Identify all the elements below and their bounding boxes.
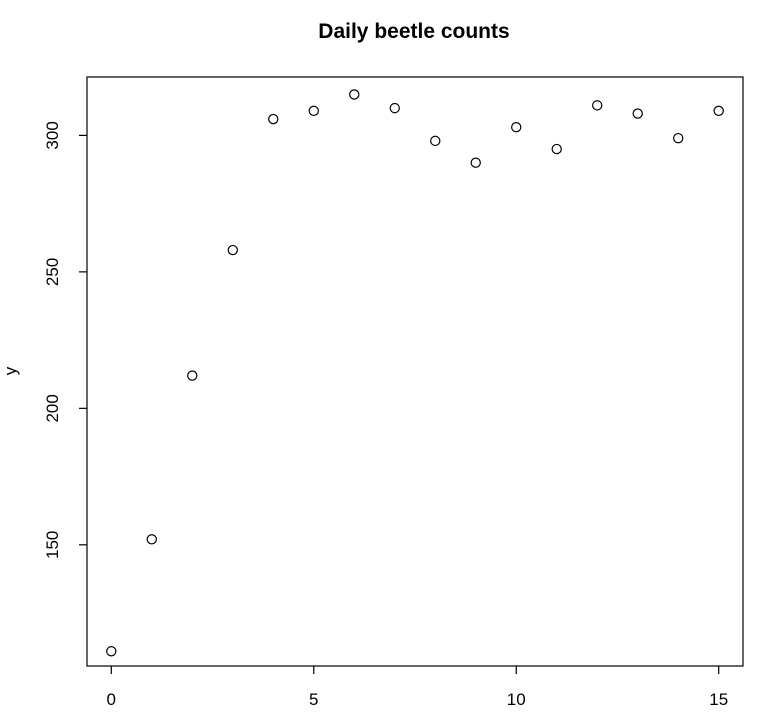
x-tick-label: 10 [507,690,526,709]
y-tick-label: 250 [43,258,62,286]
data-point [146,534,157,545]
data-point [268,113,279,125]
data-point [389,102,400,114]
data-point [592,100,603,111]
y-axis: 150 200 250 300 [43,121,87,559]
data-point [430,135,441,147]
data-point [106,646,117,657]
y-axis-label: y [1,366,20,375]
plot-frame [86,76,744,667]
data-point [511,122,522,133]
data-points [106,89,724,657]
data-point [470,157,481,168]
data-point [673,132,684,144]
y-tick-label: 300 [43,121,62,149]
data-point [187,370,198,381]
x-tick-label: 0 [107,690,116,709]
y-tick-label: 200 [43,394,62,422]
data-point [632,108,643,119]
y-tick-label: 150 [43,531,62,559]
data-point [713,105,724,117]
data-point [349,89,360,100]
chart-title: Daily beetle counts [318,20,509,43]
x-tick-label: 15 [709,690,728,709]
data-point [227,244,238,256]
x-axis: 0 5 10 15 [107,666,728,709]
data-point [551,143,562,155]
x-tick-label: 5 [309,690,318,709]
data-point [308,105,319,117]
